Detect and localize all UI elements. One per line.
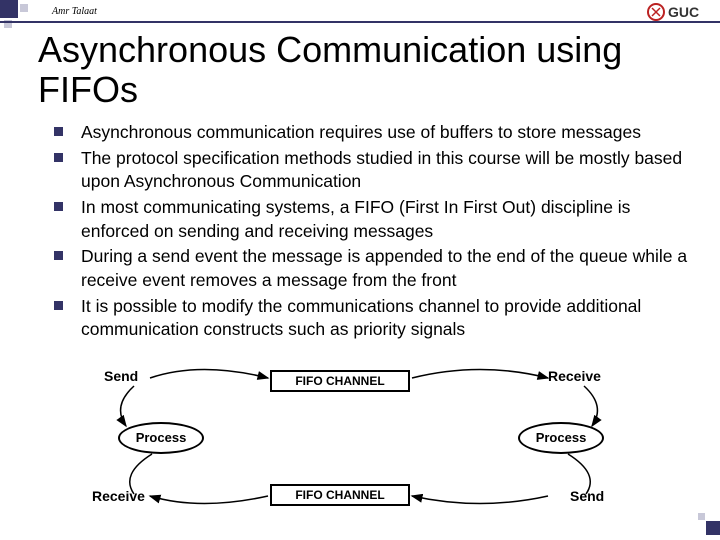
bullet-marker-icon xyxy=(54,127,63,136)
guc-logo: GUC xyxy=(646,2,710,27)
slide-title: Asynchronous Communication using FIFOs xyxy=(38,30,720,109)
label-receive: Receive xyxy=(548,368,601,384)
bullet-list: Asynchronous communication requires use … xyxy=(54,121,690,342)
bullet-marker-icon xyxy=(54,251,63,260)
fifo-channel-top: FIFO CHANNEL xyxy=(270,370,410,392)
bullet-item: The protocol specification methods studi… xyxy=(54,147,690,194)
label-send: Send xyxy=(104,368,138,384)
bullet-text: The protocol specification methods studi… xyxy=(81,147,690,194)
header-decoration-squares xyxy=(0,0,48,33)
corner-decoration xyxy=(698,513,720,540)
slide-header: Amr Talaat GUC xyxy=(0,0,720,26)
label-receive: Receive xyxy=(92,488,145,504)
bullet-text: During a send event the message is appen… xyxy=(81,245,690,292)
header-divider xyxy=(0,21,720,23)
bullet-text: Asynchronous communication requires use … xyxy=(81,121,641,145)
label-send: Send xyxy=(570,488,604,504)
process-node-right: Process xyxy=(518,422,604,454)
bullet-item: During a send event the message is appen… xyxy=(54,245,690,292)
bullet-marker-icon xyxy=(54,301,63,310)
process-node-left: Process xyxy=(118,422,204,454)
bullet-item: In most communicating systems, a FIFO (F… xyxy=(54,196,690,243)
bullet-marker-icon xyxy=(54,153,63,162)
bullet-marker-icon xyxy=(54,202,63,211)
fifo-channel-bottom: FIFO CHANNEL xyxy=(270,484,410,506)
bullet-text: In most communicating systems, a FIFO (F… xyxy=(81,196,690,243)
bullet-text: It is possible to modify the communicati… xyxy=(81,295,690,342)
bullet-item: Asynchronous communication requires use … xyxy=(54,121,690,145)
fifo-diagram: Send Receive Receive Send FIFO CHANNEL F… xyxy=(90,356,630,526)
logo-text: GUC xyxy=(668,4,699,20)
bullet-item: It is possible to modify the communicati… xyxy=(54,295,690,342)
author-name: Amr Talaat xyxy=(52,6,97,17)
